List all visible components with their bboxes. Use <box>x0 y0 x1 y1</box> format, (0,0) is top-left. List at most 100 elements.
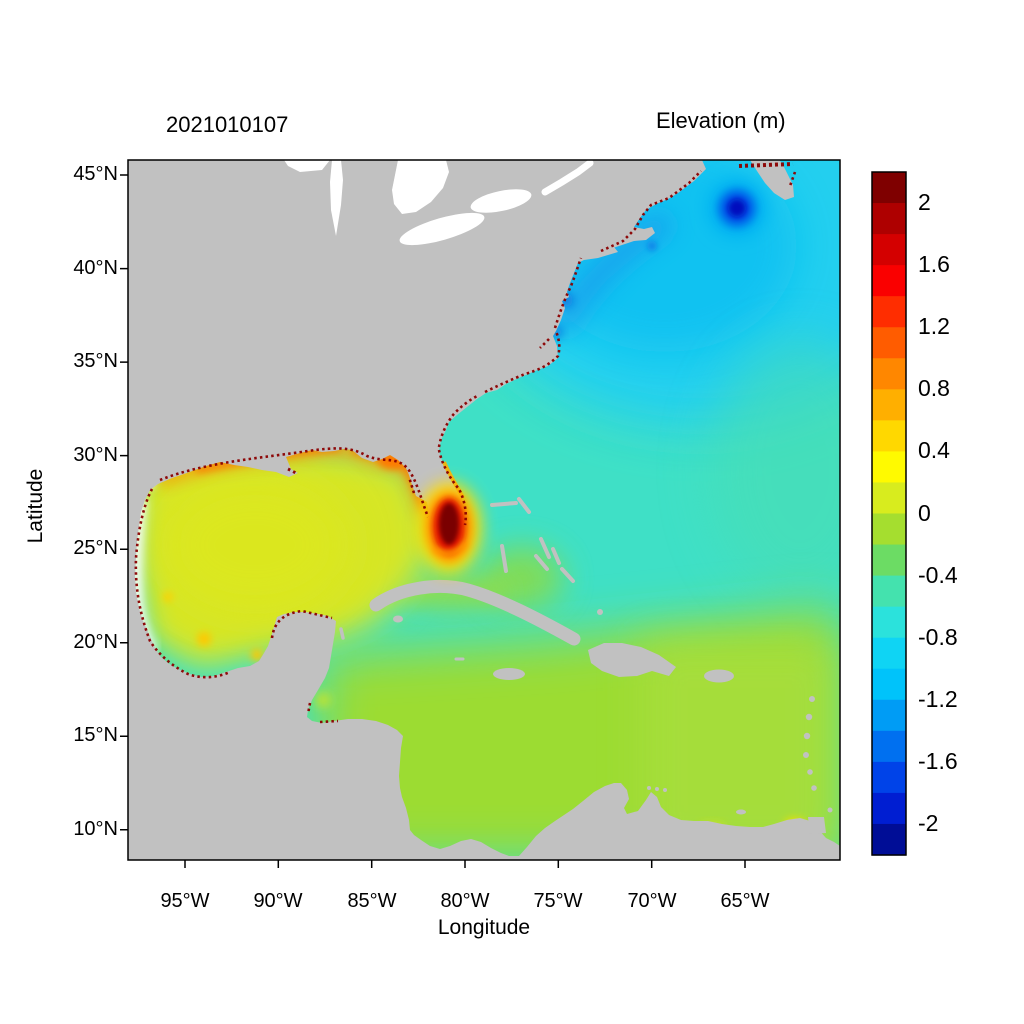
colorbar-label: 0 <box>918 500 931 526</box>
colorbar-label: -1.2 <box>918 686 958 712</box>
specks-new-england-coast <box>600 170 702 253</box>
specks-belize-honduras <box>306 702 339 724</box>
coastal-red-specks <box>134 162 797 724</box>
north-central-south-america-landmass <box>128 160 840 860</box>
specks-carolinas-coast <box>484 330 561 394</box>
specks-mississippi-delta <box>287 467 299 476</box>
lat-tick-label: 40°N <box>73 257 118 279</box>
island <box>811 785 817 791</box>
lon-tick-label: 95°W <box>160 890 210 912</box>
lon-tick-label: 65°W <box>720 890 770 912</box>
lat-tick-label: 20°N <box>73 631 118 653</box>
specks-nova-scotia-tip <box>788 171 797 187</box>
island <box>803 732 811 740</box>
island <box>490 501 518 507</box>
colorbar-segment <box>872 544 906 577</box>
lat-tick-label: 10°N <box>73 818 118 840</box>
great-lakes <box>284 160 594 246</box>
island-bonaire <box>663 788 667 792</box>
colorbar-segment <box>872 265 906 297</box>
island-tobago <box>827 807 833 813</box>
colorbar-segment <box>872 420 906 453</box>
florida-max-darkred-core <box>439 503 459 545</box>
colorbar-label: 2 <box>918 189 931 215</box>
belize-yellowgreen-spot <box>315 692 331 708</box>
colorbar-segment <box>872 451 906 484</box>
lon-tick-label: 85°W <box>347 890 397 912</box>
campeche-spot <box>251 649 263 661</box>
lat-tick-label: 30°N <box>73 444 118 466</box>
lake-superior-edge <box>284 160 330 172</box>
specks-texas-mexico-coast <box>134 488 231 679</box>
colorbar-title: Elevation (m) <box>656 108 786 133</box>
island <box>551 547 561 565</box>
colorbar-segment <box>872 296 906 328</box>
island <box>560 567 575 583</box>
colorbar-segment <box>872 699 906 732</box>
colorbar-segment <box>872 575 906 608</box>
lat-tick-label: 45°N <box>73 163 118 185</box>
island-inagua <box>597 609 603 615</box>
island-curacao <box>655 787 659 791</box>
florida-keys-orange-arc <box>432 541 469 556</box>
colorbar-segment <box>872 234 906 266</box>
land <box>128 160 840 860</box>
colorbar-label: 0.8 <box>918 375 950 401</box>
colorbar-segment <box>872 761 906 794</box>
lat-tick-label: 35°N <box>73 350 118 372</box>
colorbar-label: -2 <box>918 810 939 836</box>
lake-erie <box>399 212 485 246</box>
colorbar-label: -0.8 <box>918 624 958 650</box>
colorbar-frame <box>871 171 907 856</box>
colorbar-segments <box>872 172 906 856</box>
colorbar-segment <box>872 358 906 390</box>
island <box>805 713 813 721</box>
island <box>803 752 809 758</box>
islands <box>339 497 833 834</box>
lake-huron <box>392 160 449 214</box>
latitude-tick-marks <box>120 174 128 831</box>
fundy-minimum-core <box>728 199 746 217</box>
colorbar-segment <box>872 513 906 546</box>
map-area <box>128 160 840 860</box>
lon-tick-label: 80°W <box>440 890 490 912</box>
island-puerto-rico <box>704 669 734 683</box>
tamaulipas-spot <box>163 592 173 602</box>
campeche-spot <box>197 632 211 646</box>
island-margarita <box>736 809 746 815</box>
longitude-tick-marks <box>184 860 746 868</box>
colorbar-label: 1.6 <box>918 251 950 277</box>
islands-lesser-antilles <box>647 696 833 834</box>
colorbar-segment <box>872 389 906 421</box>
island-hispaniola <box>588 643 676 677</box>
lat-tick-label: 15°N <box>73 724 118 746</box>
island <box>539 537 551 559</box>
st-lawrence-river <box>541 160 594 196</box>
plot-frame <box>127 159 841 861</box>
island-aruba <box>647 786 651 790</box>
colorbar-label: 1.2 <box>918 313 950 339</box>
specks-georgia-coast <box>437 393 480 448</box>
colorbar-segment <box>872 482 906 515</box>
specks-midatlantic-coast <box>553 257 583 329</box>
colorbar-segment <box>872 327 906 359</box>
island-cuba <box>369 580 581 646</box>
nova-scotia <box>750 160 794 200</box>
lon-tick-label: 75°W <box>533 890 583 912</box>
island <box>534 554 549 571</box>
specks-florida-east-coast <box>437 449 468 526</box>
colorbar-segment <box>872 823 906 856</box>
x-axis-label: Longitude <box>437 916 531 939</box>
sargasso-aqua-zone <box>710 340 840 600</box>
midatlantic-blue-band <box>550 210 674 336</box>
lake-michigan <box>330 160 343 236</box>
axis-ticks <box>120 174 746 868</box>
colorbar-label: -0.4 <box>918 562 958 588</box>
island <box>517 497 531 514</box>
island <box>807 769 813 775</box>
colorbar-segment <box>872 668 906 701</box>
specks-north-gulf-coast <box>159 447 430 518</box>
colorbar-segment <box>872 172 906 204</box>
